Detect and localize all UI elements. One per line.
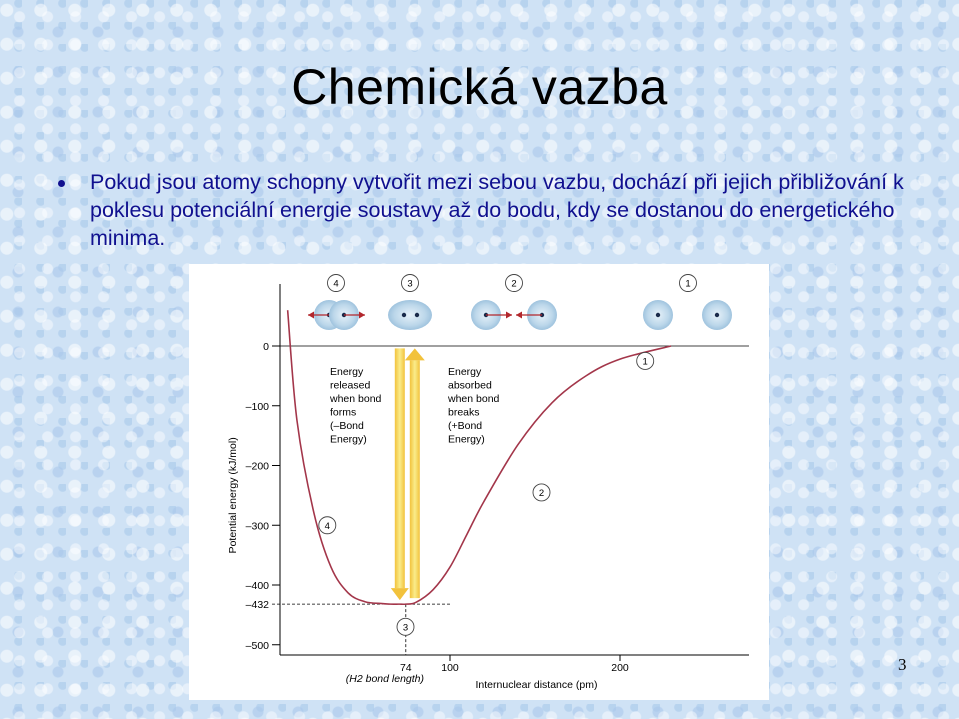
released-annotation-line: (–Bond — [330, 420, 364, 432]
repulsion-arrow-left-head — [308, 311, 314, 319]
atom-panel1-a — [643, 300, 673, 330]
stage-circle-icon — [318, 516, 337, 535]
y-tick-label: –200 — [246, 461, 270, 473]
absorbed-annotation-line: breaks — [448, 407, 480, 419]
y-tick-label: –100 — [246, 401, 270, 413]
stage-circle-icon — [532, 483, 551, 502]
atom-panel1-b — [702, 300, 732, 330]
curve-stage-label: 2 — [532, 483, 551, 502]
released-annotation-line: Energy — [330, 366, 364, 378]
released-arrow-shaft — [394, 348, 405, 589]
curve-stage-label: 4 — [318, 516, 337, 535]
x-axis-label: Internuclear distance (pm) — [476, 679, 598, 691]
stage-circle-label: 1 — [643, 356, 648, 367]
released-arrow-head — [390, 588, 409, 601]
absorbed-arrow-head — [404, 348, 425, 361]
attraction-arrow-left-head — [516, 311, 522, 319]
atom-panel-label: 2 — [505, 274, 523, 292]
atom-nucleus — [655, 312, 661, 318]
stage-circle-icon — [327, 274, 345, 292]
stage-circle-label: 2 — [511, 279, 516, 290]
absorbed-arrow-shaft — [409, 360, 420, 599]
x-tick-label: 100 — [441, 662, 459, 674]
stage-circle-label: 1 — [685, 279, 690, 290]
atom-panel3-molecule — [388, 300, 432, 330]
energy-arrows — [390, 348, 425, 601]
bullet-text: Pokud jsou atomy schopny vytvořit mezi s… — [90, 170, 904, 250]
absorbed-annotation-line: when bond — [447, 393, 500, 405]
atom-nucleus — [414, 312, 420, 318]
absorbed-annotation-line: absorbed — [448, 380, 492, 392]
atom-panel-label: 4 — [327, 274, 345, 292]
atom-nucleus — [401, 312, 407, 318]
y-tick-label: –400 — [246, 580, 270, 592]
released-annotation-line: Energy) — [330, 434, 367, 446]
bullet-dot-icon — [58, 180, 65, 187]
stage-circle-icon — [636, 351, 655, 370]
stage-circle-icon — [505, 274, 523, 292]
y-axis-label: Potential energy (kJ/mol) — [227, 437, 239, 553]
slide-title: Chemická vazba — [291, 59, 668, 115]
attraction-arrow-right-head — [506, 311, 512, 319]
absorbed-annotation-line: Energy — [448, 366, 482, 378]
curve-stage-label: 3 — [396, 617, 415, 636]
stage-circle-label: 3 — [403, 622, 408, 633]
stage-circle-label: 3 — [407, 279, 412, 290]
stage-circle-icon — [396, 617, 415, 636]
chart-axes: 0 –100 –200 –300 –400 –500 100 200 Internuclear … — [227, 284, 749, 691]
page-number: 3 — [898, 655, 907, 674]
stage-circle-label: 2 — [539, 488, 544, 499]
absorbed-annotation-line: Energy) — [448, 434, 485, 446]
bullet-item: Pokud jsou atomy schopny vytvořit mezi s… — [58, 168, 918, 252]
potential-energy-chart: 0 –100 –200 –300 –400 –500 100 200 Internuclear … — [189, 264, 769, 700]
curve-layer — [286, 310, 672, 606]
min-x-label: 74 — [400, 662, 412, 674]
chart-svg: 0 –100 –200 –300 –400 –500 100 200 Internuclear … — [227, 274, 749, 691]
repulsion-arrow-right-head — [359, 311, 365, 319]
x-tick-label: 200 — [611, 662, 629, 674]
stage-circle-label: 4 — [333, 279, 338, 290]
stage-circle-icon — [401, 274, 419, 292]
y-tick-label: 0 — [263, 341, 269, 353]
molecule-cloud — [388, 300, 432, 330]
atom-nucleus — [714, 312, 720, 318]
released-annotation-line: when bond — [329, 393, 382, 405]
min-y-label: –432 — [246, 599, 270, 611]
atom-diagram-row — [308, 300, 732, 330]
bond-length-label: (H2 bond length) — [346, 673, 424, 685]
absorbed-annotation-line: (+Bond — [448, 420, 482, 432]
y-tick-label: –500 — [246, 640, 270, 652]
stage-circle-label: 4 — [325, 521, 330, 532]
y-tick-label: –300 — [246, 520, 270, 532]
atom-panel-label: 1 — [679, 274, 697, 292]
potential-energy-curve — [286, 310, 672, 606]
atom-panel-label: 3 — [401, 274, 419, 292]
released-annotation-line: released — [330, 380, 370, 392]
released-annotation-line: forms — [330, 407, 356, 419]
curve-stage-label: 1 — [636, 351, 655, 370]
stage-circle-icon — [679, 274, 697, 292]
